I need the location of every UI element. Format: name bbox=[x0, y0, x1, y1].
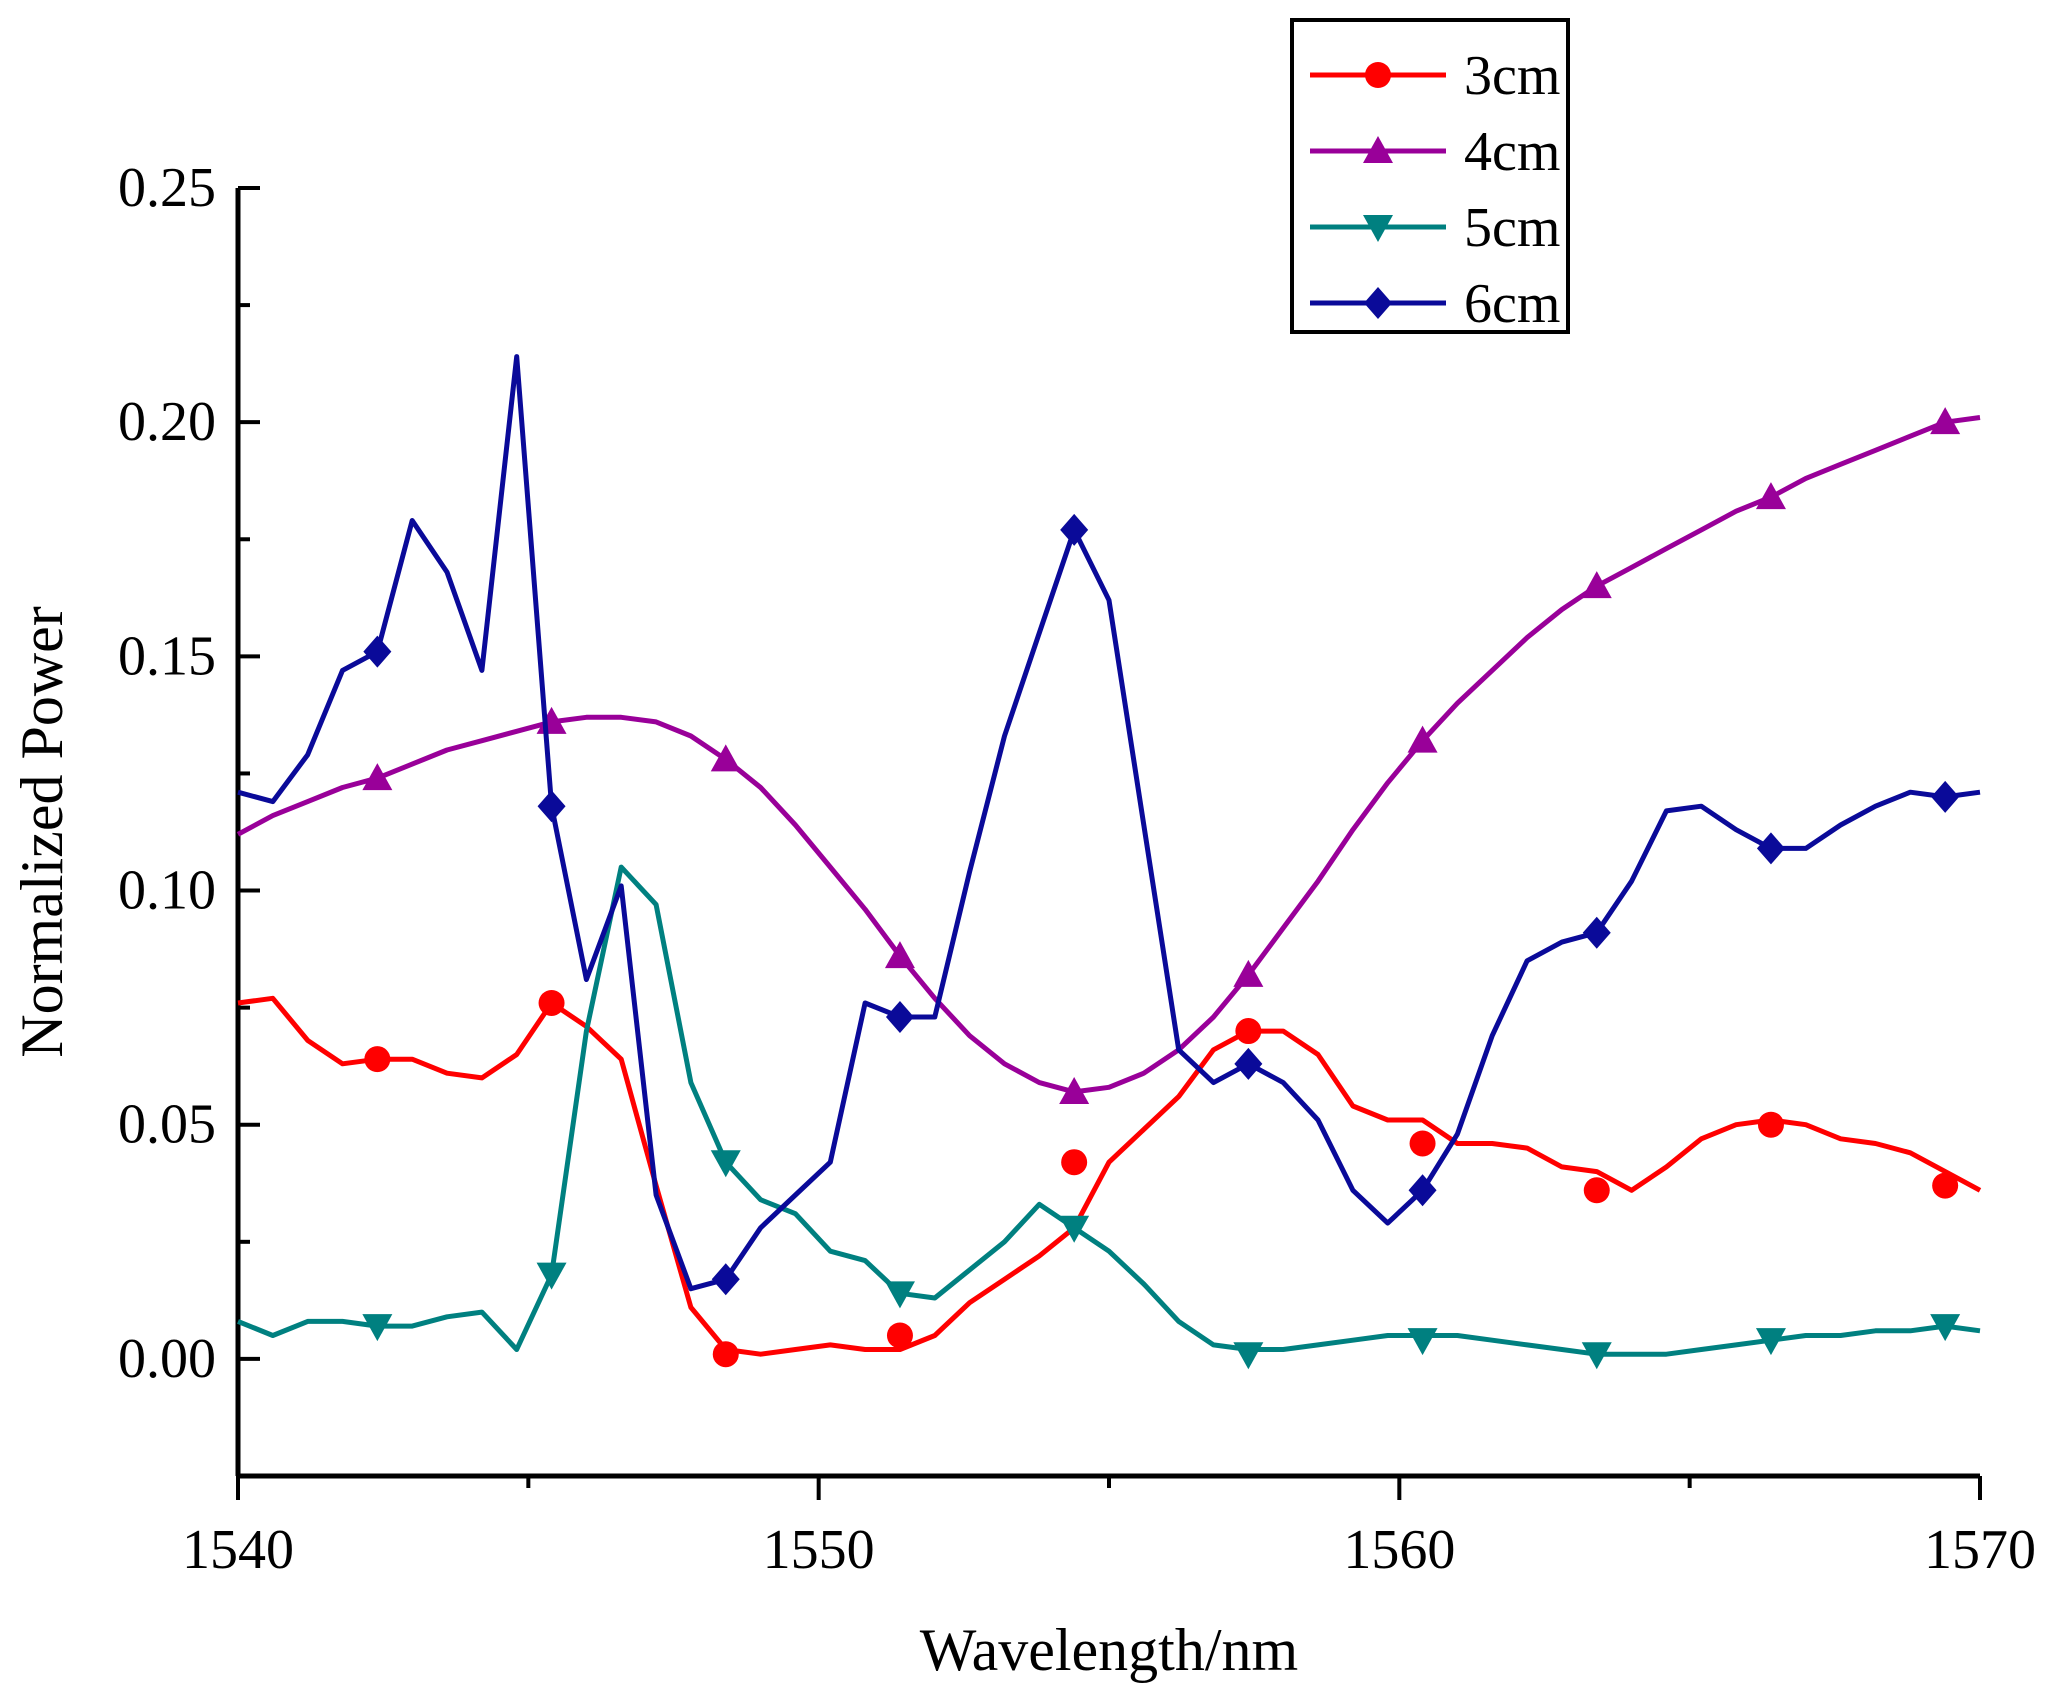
x-axis-title: Wavelength/nm bbox=[920, 1617, 1298, 1683]
data-point-3cm bbox=[538, 989, 565, 1016]
series-line-3cm bbox=[237, 995, 1982, 1357]
legend-label-3cm: 3cm bbox=[1464, 45, 1560, 107]
data-point-6cm bbox=[885, 1001, 914, 1034]
data-point-4cm bbox=[1930, 407, 1961, 435]
data-point-5cm bbox=[1755, 1328, 1786, 1356]
data-point-6cm bbox=[1408, 1174, 1437, 1207]
series-5cm bbox=[237, 864, 1981, 1370]
x-tick-label: 1560 bbox=[1343, 1519, 1455, 1581]
y-tick-label: 0.00 bbox=[118, 1328, 216, 1390]
data-point-3cm bbox=[1235, 1018, 1262, 1045]
data-point-5cm bbox=[1059, 1215, 1090, 1243]
data-point-6cm bbox=[1756, 832, 1785, 865]
series-6cm bbox=[237, 354, 1981, 1296]
legend: 3cm 4cm 5cm 6cm bbox=[1290, 18, 1570, 335]
y-tick-label: 0.25 bbox=[118, 157, 216, 219]
data-point-3cm bbox=[712, 1341, 739, 1368]
data-point-4cm bbox=[362, 763, 393, 791]
data-point-6cm bbox=[1582, 916, 1611, 949]
data-point-4cm bbox=[710, 744, 741, 772]
data-point-5cm bbox=[1407, 1328, 1438, 1356]
data-point-5cm bbox=[1233, 1342, 1264, 1370]
data-point-6cm bbox=[1060, 513, 1089, 546]
data-point-4cm bbox=[1059, 1076, 1090, 1104]
data-point-5cm bbox=[1581, 1342, 1612, 1370]
legend-box bbox=[1290, 18, 1570, 334]
data-point-5cm bbox=[362, 1314, 393, 1342]
data-point-3cm bbox=[1932, 1172, 1959, 1199]
data-point-4cm bbox=[1755, 482, 1786, 510]
data-point-5cm bbox=[710, 1150, 741, 1178]
series-line-4cm bbox=[236, 415, 1981, 1095]
data-point-4cm bbox=[1581, 571, 1612, 599]
data-point-6cm bbox=[537, 790, 566, 823]
legend-marker-6cm bbox=[1364, 287, 1392, 319]
legend-label-5cm: 5cm bbox=[1464, 197, 1560, 259]
axes bbox=[235, 188, 1980, 1479]
series-line-5cm bbox=[237, 864, 1981, 1357]
x-tick-label: 1570 bbox=[1924, 1519, 2036, 1581]
data-point-4cm bbox=[1407, 725, 1438, 753]
data-point-5cm bbox=[536, 1262, 567, 1290]
series-line-6cm bbox=[237, 354, 1981, 1292]
data-point-3cm bbox=[1409, 1130, 1436, 1157]
data-point-6cm bbox=[1931, 780, 1960, 813]
legend-marker-3cm bbox=[1365, 62, 1391, 88]
data-point-6cm bbox=[363, 635, 392, 668]
data-point-3cm bbox=[1757, 1111, 1784, 1138]
legend-label-4cm: 4cm bbox=[1464, 121, 1560, 183]
series-layer bbox=[236, 354, 1982, 1370]
legend-label-6cm: 6cm bbox=[1464, 273, 1560, 335]
data-point-3cm bbox=[1061, 1149, 1088, 1176]
series-4cm bbox=[236, 407, 1981, 1104]
data-point-4cm bbox=[1233, 959, 1264, 987]
legend-marker-5cm bbox=[1363, 215, 1393, 242]
data-point-3cm bbox=[364, 1046, 391, 1073]
y-tick-label: 0.20 bbox=[118, 391, 216, 453]
y-tick-label: 0.15 bbox=[118, 625, 216, 687]
y-axis-title: Normalized Power bbox=[9, 606, 75, 1058]
data-point-4cm bbox=[884, 941, 915, 969]
data-point-5cm bbox=[884, 1281, 915, 1309]
data-point-5cm bbox=[1930, 1314, 1961, 1342]
data-point-3cm bbox=[886, 1322, 913, 1349]
series-3cm bbox=[237, 989, 1982, 1368]
y-ticks: 0.00 0.05 0.10 0.15 0.20 0.25 bbox=[118, 157, 260, 1478]
x-tick-label: 1550 bbox=[763, 1519, 875, 1581]
x-tick-label: 1540 bbox=[182, 1519, 294, 1581]
y-tick-label: 0.10 bbox=[118, 860, 216, 922]
y-tick-label: 0.05 bbox=[118, 1094, 216, 1156]
legend-marker-4cm bbox=[1363, 136, 1393, 163]
data-point-6cm bbox=[1234, 1047, 1263, 1080]
x-ticks: 1540 1550 1560 1570 bbox=[182, 1476, 2036, 1581]
data-point-6cm bbox=[711, 1263, 740, 1296]
data-point-3cm bbox=[1583, 1177, 1610, 1204]
